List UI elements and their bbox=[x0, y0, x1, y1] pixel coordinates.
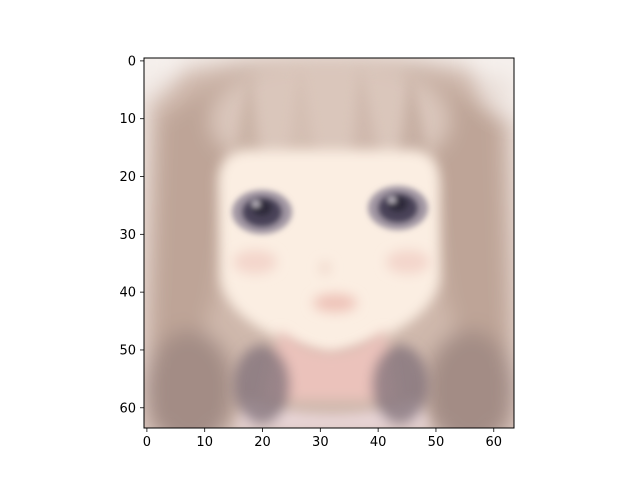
x-tick-label: 10 bbox=[196, 435, 213, 450]
x-tick-label: 50 bbox=[428, 435, 445, 450]
right-eye bbox=[368, 186, 428, 230]
axes-frame bbox=[143, 57, 515, 429]
y-tick-label: 20 bbox=[119, 170, 136, 185]
left-eye bbox=[232, 190, 292, 234]
x-axis-ticks: 0 10 20 30 40 50 60 bbox=[143, 428, 502, 450]
y-tick-label: 10 bbox=[119, 112, 136, 127]
y-tick-label: 0 bbox=[128, 54, 136, 69]
y-tick-label: 60 bbox=[119, 401, 136, 416]
y-tick-label: 40 bbox=[119, 286, 136, 301]
y-tick-label: 30 bbox=[119, 228, 136, 243]
y-tick-label: 50 bbox=[119, 343, 136, 358]
x-tick-label: 20 bbox=[254, 435, 271, 450]
y-axis-ticks: 0 10 20 30 40 50 60 bbox=[119, 54, 144, 416]
mouth bbox=[313, 294, 357, 312]
x-tick-label: 0 bbox=[143, 435, 151, 450]
image-display bbox=[144, 58, 514, 428]
x-tick-label: 30 bbox=[312, 435, 329, 450]
x-tick-label: 60 bbox=[485, 435, 502, 450]
x-tick-label: 40 bbox=[370, 435, 387, 450]
